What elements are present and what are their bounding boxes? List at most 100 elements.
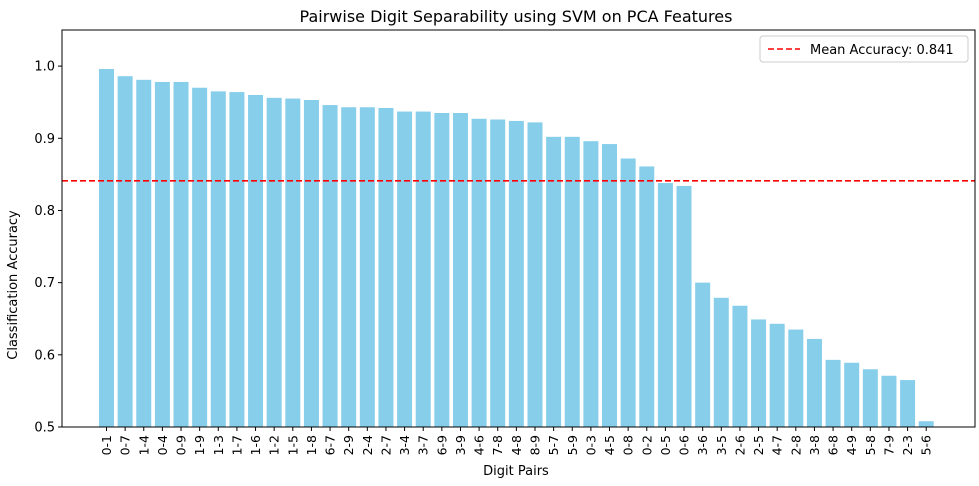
legend-box: [759, 35, 969, 63]
bar-3-5: [713, 297, 729, 427]
x-tick-label: 2-9: [341, 435, 356, 455]
x-tick-label: 1-7: [229, 435, 244, 455]
bar-6-9: [434, 113, 450, 427]
bar-3-6: [695, 282, 711, 427]
y-axis-label: Classification Accuracy: [6, 210, 21, 360]
x-tick-label: 2-3: [900, 435, 915, 455]
x-tick-label: 8-9: [527, 435, 542, 455]
bar-3-8: [806, 338, 822, 427]
bar-2-4: [359, 107, 375, 427]
bar-4-5: [602, 144, 618, 427]
x-tick-label: 0-1: [99, 435, 114, 455]
x-tick-label: 1-5: [285, 435, 300, 455]
bar-0-3: [583, 141, 599, 427]
bar-1-4: [136, 79, 152, 428]
x-tick-label: 0-5: [658, 435, 673, 455]
bar-1-2: [266, 97, 282, 428]
bar-0-8: [620, 158, 636, 427]
x-tick-label: 3-8: [807, 435, 822, 455]
bar-3-9: [452, 113, 468, 427]
x-tick-label: 0-9: [174, 435, 189, 455]
x-tick-label: 0-2: [639, 435, 654, 455]
x-tick-label: 2-7: [378, 435, 393, 455]
y-tick-label: 0.7: [34, 276, 55, 291]
x-tick-label: 2-5: [751, 435, 766, 455]
y-tick-label: 1.0: [34, 60, 55, 75]
x-axis-label: Digit Pairs: [483, 464, 549, 479]
x-tick-label: 5-7: [546, 435, 561, 455]
x-tick-label: 1-9: [192, 435, 207, 455]
bar-0-7: [117, 76, 133, 428]
x-tick-label: 4-6: [472, 435, 487, 455]
x-tick-label: 3-7: [416, 435, 431, 455]
x-tick-label: 6-8: [826, 435, 841, 455]
bar-2-8: [788, 329, 804, 427]
bar-2-9: [341, 107, 357, 427]
bar-0-1: [99, 68, 114, 427]
bar-0-9: [173, 81, 189, 427]
bar-5-8: [862, 369, 878, 427]
x-tick-label: 1-6: [248, 435, 263, 455]
bar-7-8: [490, 119, 506, 427]
bar-0-4: [154, 81, 170, 427]
bar-7-9: [881, 375, 897, 427]
x-tick-label: 2-6: [732, 435, 747, 455]
x-tick-label: 3-5: [714, 435, 729, 455]
plot-frame: [61, 29, 976, 428]
bar-0-2: [639, 166, 655, 427]
bar-0-5: [657, 183, 673, 427]
bar-2-6: [732, 305, 748, 427]
bar-4-8: [508, 120, 524, 427]
x-tick-label: 2-8: [788, 435, 803, 455]
y-tick-label: 0.5: [34, 421, 55, 436]
bar-2-7: [378, 107, 394, 427]
x-tick-label: 3-4: [397, 435, 412, 455]
x-tick-label: 1-2: [267, 435, 282, 455]
bar-3-7: [415, 111, 431, 427]
x-tick-label: 2-4: [360, 435, 375, 455]
bar-1-6: [248, 94, 264, 428]
y-axis: 0.5 0.6 0.7 0.8 0.9 1.0: [34, 60, 62, 436]
bar-5-7: [546, 136, 562, 427]
x-tick-label: 4-5: [602, 435, 617, 455]
bar-5-6: [918, 421, 934, 427]
bar-8-9: [527, 122, 543, 427]
bar-1-8: [303, 100, 319, 428]
x-tick-label: 6-7: [323, 435, 338, 455]
x-tick-label: 0-6: [677, 435, 692, 455]
x-axis: 0-1 0-7 1-4 0-4 0-9 1-9 1-3 1-7 1-6 1-2 1-5 1-8 6-7 2…: [99, 427, 934, 455]
x-tick-label: 3-9: [453, 435, 468, 455]
bar-5-9: [564, 136, 580, 427]
bar-1-3: [210, 91, 226, 427]
bar-1-7: [229, 92, 245, 428]
x-tick-label: 4-7: [770, 435, 785, 455]
y-tick-label: 0.8: [34, 204, 55, 219]
x-tick-label: 5-8: [863, 435, 878, 455]
legend-mean-label: Mean Accuracy: 0.841: [810, 43, 954, 58]
x-tick-label: 0-4: [155, 435, 170, 455]
x-tick-label: 6-9: [434, 435, 449, 455]
bar-4-6: [471, 118, 487, 428]
bar-1-9: [192, 87, 208, 427]
x-tick-label: 0-7: [118, 435, 133, 455]
x-tick-label: 5-6: [919, 435, 934, 455]
bar-0-6: [676, 185, 692, 427]
x-tick-label: 1-3: [211, 435, 226, 455]
legend: Mean Accuracy: 0.841: [759, 35, 969, 63]
x-tick-label: 5-9: [565, 435, 580, 455]
x-tick-label: 4-8: [509, 435, 524, 455]
x-tick-label: 1-8: [304, 435, 319, 455]
bar-2-3: [900, 380, 916, 427]
x-tick-label: 1-4: [136, 435, 151, 455]
bar-4-9: [844, 362, 860, 427]
chart-title: Pairwise Digit Separability using SVM on…: [300, 7, 733, 26]
bar-1-5: [285, 98, 301, 427]
bar-2-5: [751, 319, 767, 427]
y-tick-label: 0.9: [34, 132, 55, 147]
x-tick-label: 7-8: [490, 435, 505, 455]
x-tick-label: 3-6: [695, 435, 710, 455]
x-tick-label: 4-9: [844, 435, 859, 455]
y-tick-label: 0.6: [34, 348, 55, 363]
x-tick-label: 0-8: [621, 435, 636, 455]
